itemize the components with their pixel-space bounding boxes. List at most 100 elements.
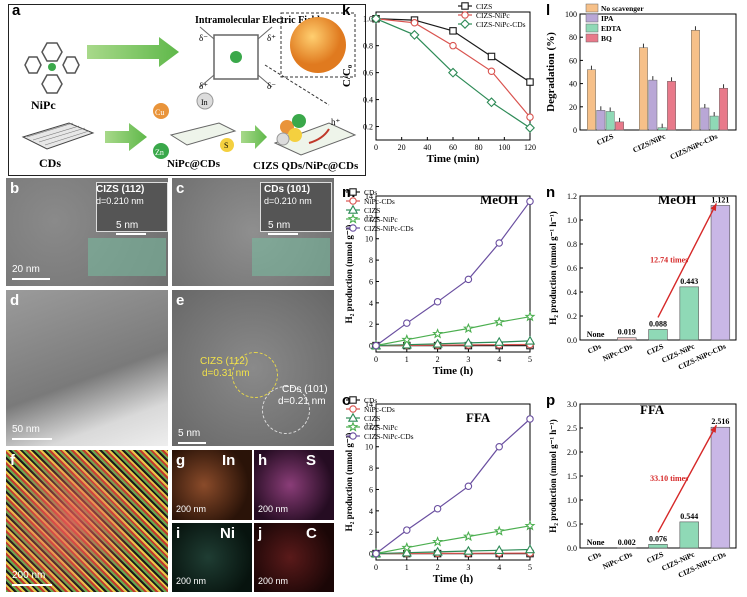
legend-label: BQ [601,34,612,43]
y-tick-label: 10 [365,443,373,452]
annotation-label: FFA [640,402,665,417]
panel-label-j: j [258,525,263,542]
x-category-label: CIZS [595,132,615,148]
legend-label: CIZS-NiPc [364,215,398,224]
x-category-label: CIZS/NiPc [631,131,667,154]
svg-text:δ⁻: δ⁻ [199,33,208,43]
y-tick-label: 1.0 [567,496,577,505]
panel-label-n: n [546,184,556,201]
data-point [493,525,505,536]
chart-p: 0.0 0.5 1.0 1.5 2.0 2.5 3.0 H₂ production (mmol… [548,400,737,580]
data-point [433,504,442,513]
x-tick-label: 1 [405,563,409,572]
eds-map-j [254,523,334,592]
legend-label: EDTA [601,24,622,33]
orbital-sphere-icon [290,17,346,73]
bar-value-label: 2.516 [711,417,729,426]
tem-b-inset-scale: 5 nm [116,220,139,231]
y-tick-label: 0.4 [363,96,373,105]
panel-label-a: a [12,2,21,19]
x-tick-label: 4 [497,563,501,572]
legend-marker [349,396,357,404]
x-tick-label: 5 [528,563,532,572]
series-line [375,525,531,555]
legend-label: NiPc-CDs [364,405,395,414]
svg-text:In: In [201,98,208,107]
x-category-label: NiPc-CDs [601,342,634,364]
y-tick-label: 0 [573,126,577,135]
scheme-nipc-cds-label: NiPc@CDs [167,158,221,170]
bar-CIZS [648,329,668,341]
y-tick-label: 2 [369,528,373,537]
legend-marker [349,197,357,205]
x-tick-label: 3 [466,355,470,364]
data-point [524,310,536,322]
y-tick-label: 0.6 [567,264,577,273]
bar-value-label: 0.019 [618,328,636,337]
panel-label-f: f [10,452,15,469]
eds-map-g [172,450,252,520]
data-point [464,482,473,491]
eds-j-scale: 200 nm [258,576,289,586]
legend-label: CIZS-NiPc-CDs [364,224,414,233]
data-point [403,319,411,327]
data-point [526,78,534,86]
x-tick-label: 5 [528,355,532,364]
legend-label: CIZS-NiPc [364,423,398,432]
y-tick-label: 0.5 [567,520,577,529]
tem-e-label2: CDs (101) [282,384,328,395]
data-point [449,41,457,50]
series-line [375,552,531,555]
data-point [462,530,474,542]
data-point [526,197,534,206]
data-point [372,341,380,350]
y-tick-label: 0.0 [567,336,577,345]
y-tick-label: 8 [369,256,373,265]
y-tick-label: 80 [569,33,577,42]
bar-IPA [700,107,710,131]
data-point [487,52,496,61]
chart-n: 0.0 0.2 0.4 0.6 0.8 1.0 1.2 H₂ production (mmol… [548,192,737,372]
legend-marker [349,432,357,440]
data-point [486,97,497,108]
nipc-molecule-icon [24,42,80,94]
y-tick-label: 6 [369,485,373,494]
x-tick-label: 3 [466,563,470,572]
bar-value-label: None [587,538,605,547]
data-point [371,13,381,24]
svg-text:Zn: Zn [155,148,164,157]
y-tick-label: 4 [369,507,373,516]
data-point [524,544,536,554]
enhancement-label: 12.74 times [650,255,688,264]
bar-value-label: 0.088 [649,319,667,328]
x-tick-label: 120 [524,143,536,152]
tem-c-inset-scale: 5 nm [268,220,291,231]
legend-swatch [585,13,599,23]
x-category-label: CDs [586,550,602,564]
data-point [526,415,534,423]
bar-CIZS-NiPc [679,521,699,549]
y-tick-label: 3.0 [567,400,577,409]
plot-frame [375,195,531,353]
bar-value-label: None [587,330,605,339]
y-tick-label: 1.0 [567,216,577,225]
legend-swatch [585,3,599,13]
tem-e-label1: CIZS (112) [200,356,249,367]
bar-No scavenger [587,69,596,131]
y-tick-label: 0 [369,550,373,559]
annotation-label: MeOH [658,192,696,207]
bar-EDTA [709,115,719,131]
data-point [401,547,412,557]
bar-value-label: 1.121 [711,195,729,204]
data-point [526,113,534,121]
tem-e-label2-d: d=0.21 nm [278,396,326,407]
data-point [448,67,458,78]
bar-CIZS-NiPc [679,286,699,341]
series-CIZS [370,544,536,558]
y-tick-label: 6 [369,277,373,286]
x-tick-label: 0 [374,563,378,572]
eds-f-scale: 200 nm [12,570,46,581]
panel-label-d: d [10,292,20,309]
data-point [432,338,443,348]
